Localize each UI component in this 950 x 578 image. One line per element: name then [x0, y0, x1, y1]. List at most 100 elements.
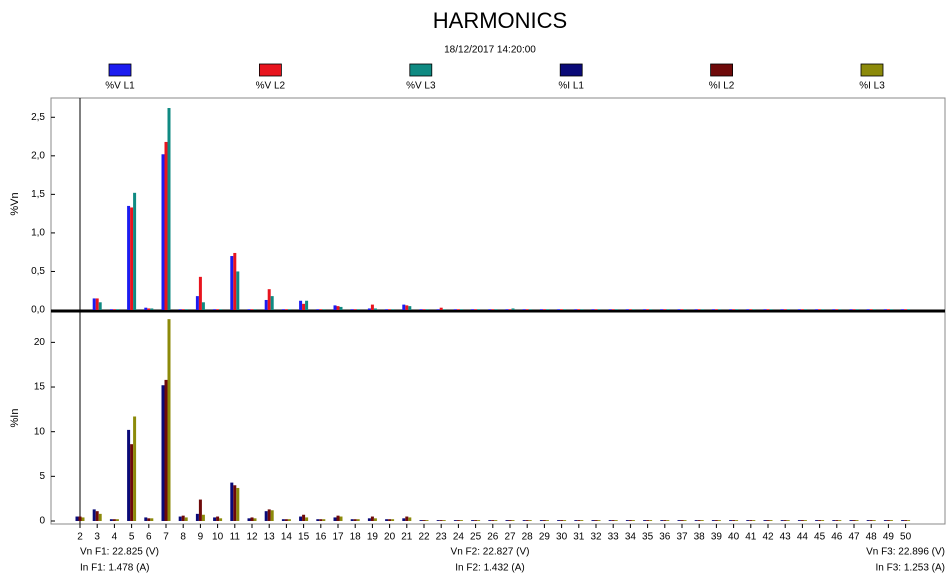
bar: [786, 309, 790, 310]
bar: [763, 309, 767, 310]
bar: [614, 520, 618, 521]
bar: [322, 309, 326, 310]
bar: [803, 309, 807, 310]
bar: [408, 517, 412, 521]
legend-swatch: [409, 63, 433, 77]
x-tick-label: 18: [350, 532, 362, 543]
bar: [680, 520, 684, 521]
bar: [528, 520, 532, 521]
bar: [631, 309, 635, 310]
bar: [130, 444, 134, 521]
footer-note: In F3: 1.253 (A): [876, 563, 945, 574]
bar: [508, 309, 512, 310]
bar: [803, 520, 807, 521]
bar: [574, 309, 578, 310]
bar: [453, 309, 457, 310]
x-tick-label: 6: [146, 532, 152, 543]
x-tick-label: 37: [676, 532, 688, 543]
bar: [350, 309, 354, 310]
bar: [849, 520, 853, 521]
bar: [270, 510, 274, 521]
bar: [436, 520, 440, 521]
bar: [164, 141, 168, 310]
bar: [385, 519, 389, 521]
bar: [735, 520, 739, 521]
bar: [408, 306, 412, 310]
bar: [711, 309, 715, 310]
bar: [109, 519, 113, 521]
bar: [563, 520, 567, 521]
bar: [167, 319, 171, 521]
x-tick-label: 28: [522, 532, 534, 543]
x-tick-label: 49: [883, 532, 895, 543]
bar: [439, 520, 443, 521]
bar: [236, 487, 240, 521]
x-tick-label: 13: [264, 532, 276, 543]
bar: [459, 520, 463, 521]
y-tick-label: 1,5: [31, 189, 45, 200]
bar: [849, 309, 853, 310]
bar: [299, 300, 303, 310]
bar: [267, 509, 271, 521]
bar: [528, 309, 532, 310]
bar: [749, 520, 753, 521]
bar: [855, 520, 859, 521]
bar: [646, 309, 650, 310]
bar: [201, 514, 205, 521]
bar: [663, 520, 667, 521]
legend-label: %I L1: [558, 81, 584, 92]
x-tick-label: 38: [694, 532, 706, 543]
bar: [577, 520, 581, 521]
bar: [402, 518, 406, 521]
bar: [75, 516, 79, 521]
x-tick-label: 34: [625, 532, 637, 543]
x-tick-label: 41: [745, 532, 757, 543]
bar: [786, 520, 790, 521]
x-tick-label: 27: [504, 532, 516, 543]
bar: [505, 309, 509, 310]
chart-title: HARMONICS: [433, 8, 567, 33]
bar: [491, 520, 495, 521]
bar: [144, 307, 148, 310]
bar: [267, 289, 271, 310]
bar: [195, 513, 199, 521]
bar: [471, 520, 475, 521]
bar: [250, 517, 254, 521]
bar: [660, 520, 664, 521]
bar: [508, 520, 512, 521]
x-tick-label: 39: [711, 532, 723, 543]
bar: [112, 519, 116, 521]
bar: [732, 309, 736, 310]
y-tick-label: 0,0: [31, 305, 45, 316]
bar: [700, 309, 704, 310]
bar: [230, 482, 234, 521]
y-tick-label: 2,0: [31, 150, 45, 161]
bar: [333, 305, 337, 310]
bar: [150, 308, 154, 310]
x-tick-label: 42: [762, 532, 774, 543]
bar: [474, 520, 478, 521]
bar: [353, 309, 357, 310]
bar: [333, 517, 337, 521]
bar: [832, 520, 836, 521]
bar: [253, 518, 257, 521]
bar: [643, 520, 647, 521]
footer-note: In F2: 1.432 (A): [455, 563, 524, 574]
bar: [889, 309, 893, 310]
bar: [780, 309, 784, 310]
x-tick-label: 26: [487, 532, 499, 543]
y-axis-label: %In: [9, 409, 21, 428]
bar: [95, 511, 99, 521]
x-tick-label: 31: [573, 532, 585, 543]
bar: [717, 309, 721, 310]
bar: [783, 309, 787, 310]
bar: [115, 309, 119, 310]
bar: [439, 307, 443, 310]
x-tick-label: 22: [418, 532, 430, 543]
bar: [247, 518, 251, 521]
bar: [766, 309, 770, 310]
bar: [92, 509, 96, 521]
bar: [545, 520, 549, 521]
bar: [752, 520, 756, 521]
bar: [872, 309, 876, 310]
